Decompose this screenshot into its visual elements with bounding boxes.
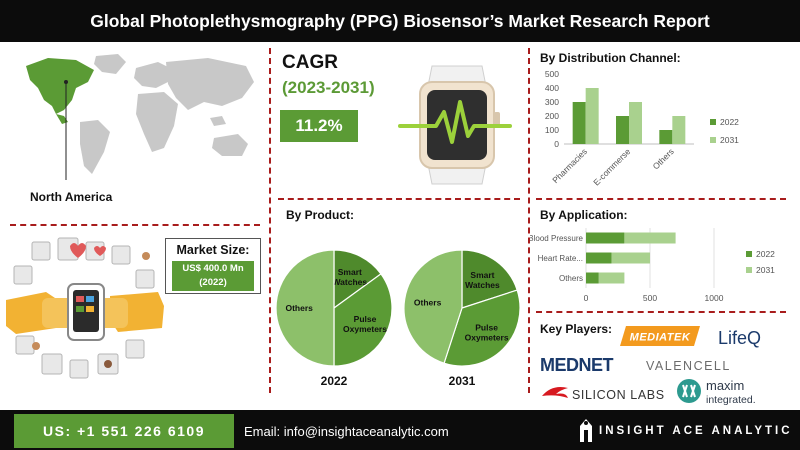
pie-label-others: Others: [414, 298, 442, 308]
market-size-year: (2022): [199, 277, 227, 288]
bar-others-2031: [598, 272, 625, 284]
mednet-logo: MEDNET: [540, 355, 614, 375]
y-tick-label: 500: [545, 69, 559, 79]
smartwatch-illustration: [398, 65, 512, 185]
y-category-label: Others: [559, 274, 583, 283]
legend-swatch-2031: [746, 267, 752, 273]
x-tick-label: 1000: [705, 293, 724, 303]
svg-text:SILICON LABS: SILICON LABS: [572, 388, 665, 402]
market-size-box: Market Size: US$ 400.0 Mn (2022): [165, 238, 261, 294]
svg-text:MEDIATEK: MEDIATEK: [630, 332, 691, 344]
y-tick-label: 300: [545, 97, 559, 107]
svg-text:LifeQ: LifeQ: [718, 328, 761, 348]
svg-text:VALENCELL: VALENCELL: [646, 359, 730, 373]
y-category-label: Heart Rate...: [538, 254, 583, 263]
svg-text:maxim: maxim: [706, 378, 744, 393]
distribution-title: By Distribution Channel:: [540, 51, 681, 65]
application-bar-chart: 0 500 1000 Blood Pressure Heart Rate... Other…: [530, 228, 775, 303]
divider-left: [269, 48, 271, 393]
bar-others-2031: [672, 116, 686, 144]
market-size-value: US$ 400.0 Mn (2022): [172, 261, 254, 291]
heart-icon: [70, 243, 86, 258]
mediatek-logo: MEDIATEK: [620, 326, 700, 346]
x-category-label: E-commerse: [591, 146, 632, 187]
legend-swatch-2031: [710, 137, 716, 143]
product-pie-charts: Smart Watches Pulse Oxymeters Others 2022 Smar…: [275, 249, 521, 388]
bar-e-commerse-2022: [616, 116, 629, 144]
pie-label-smart-watches: Smart Watches: [332, 267, 367, 287]
pie-label-pulse-oxymeters: Pulse Oxymeters: [343, 314, 387, 334]
market-size-amount: US$ 400.0 Mn: [182, 263, 244, 274]
footer-brand: INSIGHT ACE ANALYTIC: [599, 425, 793, 437]
pie-slice-others-2022: [275, 249, 335, 367]
legend-label-2031: 2031: [756, 265, 775, 275]
product-title: By Product:: [286, 208, 355, 222]
distribution-bar-chart: 0 100 200 300 400 500 Pharmacies E-commerse Othe…: [545, 69, 739, 187]
legend-swatch-2022: [710, 119, 716, 125]
health-collage-illustration: [6, 237, 164, 379]
silicon-labs-mark-icon: [542, 387, 568, 398]
maxim-mark-icon: [677, 379, 701, 403]
cagr-value: 11.2%: [280, 110, 358, 142]
bar-others-2022: [659, 130, 673, 144]
footer-phone: US: +1 551 226 6109: [14, 414, 234, 448]
world-map: [26, 54, 254, 180]
y-tick-label: 0: [554, 139, 559, 149]
heartbeat-line: [398, 100, 512, 144]
pie-year-label: 2022: [321, 374, 348, 388]
silicon-labs-logo: SILICON LABS: [542, 387, 665, 402]
pie-slice-pulse-oxymeters-2031: [443, 289, 521, 367]
y-tick-label: 100: [545, 125, 559, 135]
north-america-shape: [26, 58, 94, 114]
lifeq-logo: LifeQ: [718, 328, 761, 348]
application-title: By Application:: [540, 208, 628, 222]
bar-e-commerse-2031: [629, 102, 642, 144]
x-tick-label: 500: [643, 293, 657, 303]
pie-label-smart-watches: Smart Watches: [465, 270, 500, 290]
legend-label-2022: 2022: [756, 249, 775, 259]
x-category-label: Others: [651, 146, 676, 171]
pie-label-pulse-oxymeters: Pulse Oxymeters: [465, 323, 509, 343]
bar-pharmacies-2031: [585, 88, 599, 144]
heart-small-icon: [94, 246, 106, 256]
report-title: Global Photoplethysmography (PPG) Biosen…: [0, 0, 800, 42]
legend-swatch-2022: [746, 251, 752, 257]
region-label: North America: [30, 190, 113, 204]
x-tick-label: 0: [584, 293, 589, 303]
divider-right-low: [536, 311, 786, 313]
divider-center-mid: [278, 198, 520, 200]
pie-slice-pulse-oxymeters-2022: [333, 273, 393, 367]
bar-heart-rate-2031: [611, 252, 650, 264]
key-players-title: Key Players:: [540, 322, 613, 336]
divider-right-mid: [536, 198, 786, 200]
divider-left-mid: [10, 224, 260, 226]
svg-text:integrated.: integrated.: [706, 394, 756, 406]
cagr-period: (2023-2031): [282, 78, 375, 97]
bar-others-2022: [586, 272, 599, 284]
y-tick-label: 400: [545, 83, 559, 93]
x-category-label: Pharmacies: [550, 146, 589, 185]
bar-heart-rate-2022: [586, 252, 612, 264]
bar-blood-pressure-2022: [586, 232, 625, 244]
y-category-label: Blood Pressure: [530, 234, 584, 243]
svg-text:MEDNET: MEDNET: [540, 355, 614, 375]
valencell-logo: VALENCELL: [646, 359, 730, 373]
divider-right: [528, 48, 530, 393]
pie-slice-others-2031: [403, 249, 463, 364]
pie-year-label: 2031: [449, 374, 476, 388]
pie-slice-smart-watches-2031: [461, 249, 518, 309]
market-size-title: Market Size:: [176, 243, 250, 257]
cagr-title: CAGR: [282, 52, 338, 73]
pie-label-others: Others: [285, 303, 313, 313]
pie-slice-smart-watches-2022: [333, 249, 382, 310]
footer-email: Email: info@insightaceanalytic.com: [244, 424, 449, 439]
bar-blood-pressure-2031: [624, 232, 676, 244]
y-tick-label: 200: [545, 111, 559, 121]
region-pointer-dot: [64, 80, 68, 84]
maxim-logo: maxim integrated.: [677, 378, 756, 406]
legend-label-2022: 2022: [720, 117, 739, 127]
bar-pharmacies-2022: [572, 102, 586, 144]
brand-logo-icon: [580, 419, 592, 442]
legend-label-2031: 2031: [720, 135, 739, 145]
